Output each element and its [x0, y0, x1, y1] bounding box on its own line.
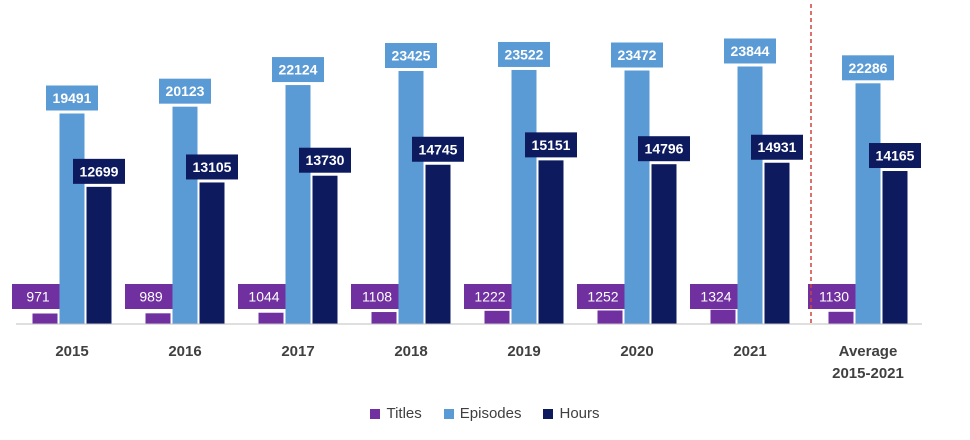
x-tick-label: 2015-2021 — [832, 365, 904, 382]
data-label-box — [751, 134, 803, 160]
data-label: 22286 — [849, 60, 888, 76]
data-label: 14745 — [419, 141, 458, 157]
x-tick-label: 2018 — [394, 343, 427, 360]
bar-titles — [710, 309, 736, 324]
legend-item-titles: Titles — [370, 405, 422, 422]
bar-episodes — [624, 70, 650, 324]
data-label-box — [351, 284, 403, 309]
bar-episodes — [172, 106, 198, 324]
x-tick-label: Average — [839, 343, 898, 360]
data-label-box — [842, 55, 894, 81]
data-label: 1222 — [474, 289, 505, 305]
data-label-box — [577, 284, 629, 309]
data-label-box — [159, 78, 211, 104]
x-tick-label: 2021 — [733, 343, 766, 360]
data-label-box — [12, 284, 64, 309]
legend-swatch-titles — [370, 408, 381, 419]
data-label: 13730 — [306, 152, 345, 168]
bar-hours — [882, 171, 908, 324]
data-label: 1130 — [819, 289, 849, 305]
data-label-box — [638, 136, 690, 162]
bar-titles — [371, 312, 397, 324]
data-label: 12699 — [80, 163, 119, 179]
data-label-box — [238, 284, 290, 309]
bar-hours — [651, 164, 677, 324]
data-label-box — [498, 41, 550, 67]
data-label: 1324 — [700, 289, 731, 305]
bar-titles — [828, 311, 854, 324]
x-tick-label: 2016 — [168, 343, 201, 360]
data-label-box — [46, 85, 98, 111]
bar-titles — [258, 312, 284, 324]
bar-hours — [86, 186, 112, 324]
data-label-box — [464, 284, 516, 309]
data-label: 19491 — [53, 90, 92, 106]
data-label-box — [73, 158, 125, 184]
data-label: 1044 — [248, 289, 279, 305]
data-label-box — [272, 57, 324, 83]
bar-hours — [425, 164, 451, 324]
bar-episodes — [737, 66, 763, 324]
bar-episodes — [398, 71, 424, 324]
bar-titles — [597, 310, 623, 324]
bar-hours — [312, 175, 338, 324]
data-label: 23472 — [618, 47, 657, 63]
bar-hours — [199, 182, 225, 324]
bar-episodes — [855, 83, 881, 324]
data-label-box — [690, 284, 742, 309]
data-label-box — [299, 147, 351, 173]
bar-episodes — [59, 113, 85, 325]
bar-episodes — [511, 69, 537, 324]
bar-chart: 971 19491 12699 2015 989 20123 13105 2016 1044 22… — [12, 4, 922, 382]
legend-item-hours: Hours — [543, 405, 600, 422]
bar-episodes — [285, 85, 311, 325]
data-label-box — [412, 136, 464, 162]
legend: Titles Episodes Hours — [0, 405, 970, 422]
data-label: 989 — [139, 289, 163, 305]
data-label-box — [869, 143, 921, 169]
data-label: 23844 — [731, 43, 770, 59]
data-label: 14165 — [876, 148, 915, 164]
data-label: 22124 — [279, 62, 318, 78]
legend-label-titles: Titles — [386, 405, 422, 422]
data-label: 1252 — [587, 289, 618, 305]
data-label: 14931 — [758, 139, 797, 155]
bar-titles — [484, 310, 510, 324]
data-label-box — [808, 284, 860, 309]
x-tick-label: 2020 — [620, 343, 653, 360]
data-label: 20123 — [166, 83, 205, 99]
data-label: 1108 — [362, 289, 392, 305]
x-tick-label: 2015 — [55, 343, 88, 360]
legend-swatch-episodes — [443, 408, 454, 419]
bar-hours — [764, 162, 790, 324]
legend-item-episodes: Episodes — [443, 405, 522, 422]
data-label: 14796 — [645, 141, 684, 157]
data-label: 971 — [26, 289, 50, 305]
data-label: 23425 — [392, 48, 431, 64]
legend-swatch-hours — [543, 408, 554, 419]
data-label: 15151 — [532, 137, 571, 153]
data-label-box — [186, 154, 238, 180]
data-label: 13105 — [193, 159, 232, 175]
data-label-box — [611, 42, 663, 68]
x-tick-label: 2017 — [281, 343, 314, 360]
bar-hours — [538, 160, 564, 324]
data-label-box — [125, 284, 177, 309]
legend-label-hours: Hours — [559, 405, 600, 422]
data-label-box — [385, 43, 437, 69]
data-label-box — [525, 132, 577, 158]
bar-titles — [32, 313, 58, 324]
bar-titles — [145, 313, 171, 324]
data-label: 23522 — [505, 46, 544, 62]
legend-label-episodes: Episodes — [459, 405, 522, 422]
x-tick-label: 2019 — [507, 343, 540, 360]
data-label-box — [724, 38, 776, 64]
